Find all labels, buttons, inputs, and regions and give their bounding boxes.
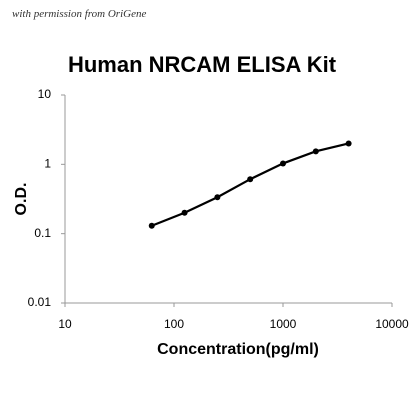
y-tick-label: 0.01	[28, 295, 52, 309]
data-point	[148, 222, 155, 229]
data-point	[181, 209, 188, 216]
data-point	[312, 148, 319, 155]
watermark: with permission from OriGene	[12, 8, 146, 20]
chart-title: Human NRCAM ELISA Kit	[68, 52, 337, 77]
x-axis-label: Concentration(pg/ml)	[157, 341, 319, 358]
x-tick-label: 10	[58, 317, 72, 331]
y-tick-label: 1	[44, 157, 51, 171]
data-point	[345, 140, 352, 147]
y-tick-label: 10	[38, 87, 52, 101]
data-point	[280, 160, 286, 167]
data-point	[247, 176, 254, 183]
y-tick-label: 0.1	[34, 226, 51, 240]
data-point	[214, 194, 221, 201]
data-line	[151, 142, 349, 227]
x-tick-label: 100	[164, 317, 184, 331]
x-tick-label: 10000	[375, 317, 409, 331]
y-axis-label: O.D.	[13, 183, 30, 216]
x-tick-label: 1000	[270, 317, 297, 331]
